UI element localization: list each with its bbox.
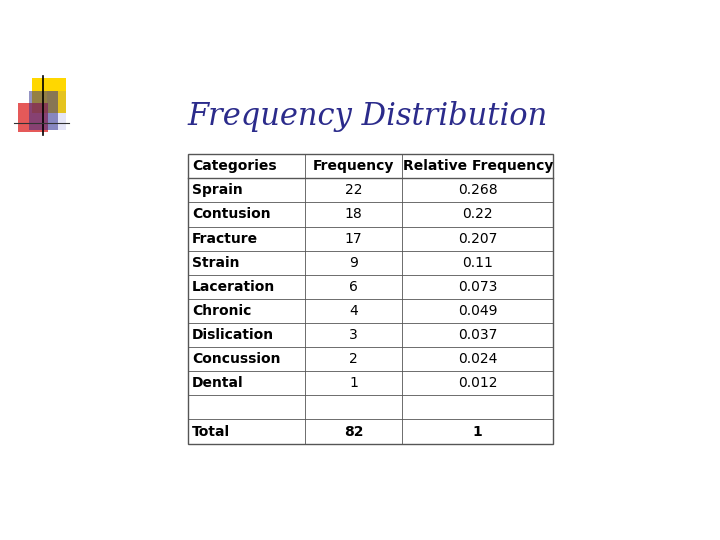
Text: 22: 22: [345, 184, 362, 198]
Text: 3: 3: [349, 328, 358, 342]
Text: 0.073: 0.073: [458, 280, 498, 294]
Text: 0.049: 0.049: [458, 304, 498, 318]
Text: 4: 4: [349, 304, 358, 318]
Text: Dental: Dental: [192, 376, 244, 390]
Text: Frequency: Frequency: [313, 159, 395, 173]
Text: Chronic: Chronic: [192, 304, 251, 318]
Text: Frequency Distribution: Frequency Distribution: [188, 102, 548, 132]
Text: 0.207: 0.207: [458, 232, 498, 246]
Text: 0.012: 0.012: [458, 376, 498, 390]
Text: 2: 2: [349, 352, 358, 366]
Text: 0.22: 0.22: [462, 207, 493, 221]
Text: Strain: Strain: [192, 256, 240, 269]
Text: 1: 1: [473, 424, 482, 438]
Text: 0.268: 0.268: [458, 184, 498, 198]
Text: Fracture: Fracture: [192, 232, 258, 246]
Text: Laceration: Laceration: [192, 280, 275, 294]
Text: 0.11: 0.11: [462, 256, 493, 269]
Text: Contusion: Contusion: [192, 207, 271, 221]
Text: 18: 18: [345, 207, 363, 221]
Text: 9: 9: [349, 256, 358, 269]
Text: Concussion: Concussion: [192, 352, 281, 366]
Bar: [188, 154, 553, 443]
Text: 0.024: 0.024: [458, 352, 498, 366]
Text: Sprain: Sprain: [192, 184, 243, 198]
Text: Categories: Categories: [192, 159, 276, 173]
Text: Dislication: Dislication: [192, 328, 274, 342]
Text: 0.037: 0.037: [458, 328, 498, 342]
Text: 1: 1: [349, 376, 358, 390]
Text: Total: Total: [192, 424, 230, 438]
Text: Relative Frequency: Relative Frequency: [402, 159, 553, 173]
Text: 82: 82: [344, 424, 364, 438]
Text: 6: 6: [349, 280, 358, 294]
Text: 17: 17: [345, 232, 362, 246]
